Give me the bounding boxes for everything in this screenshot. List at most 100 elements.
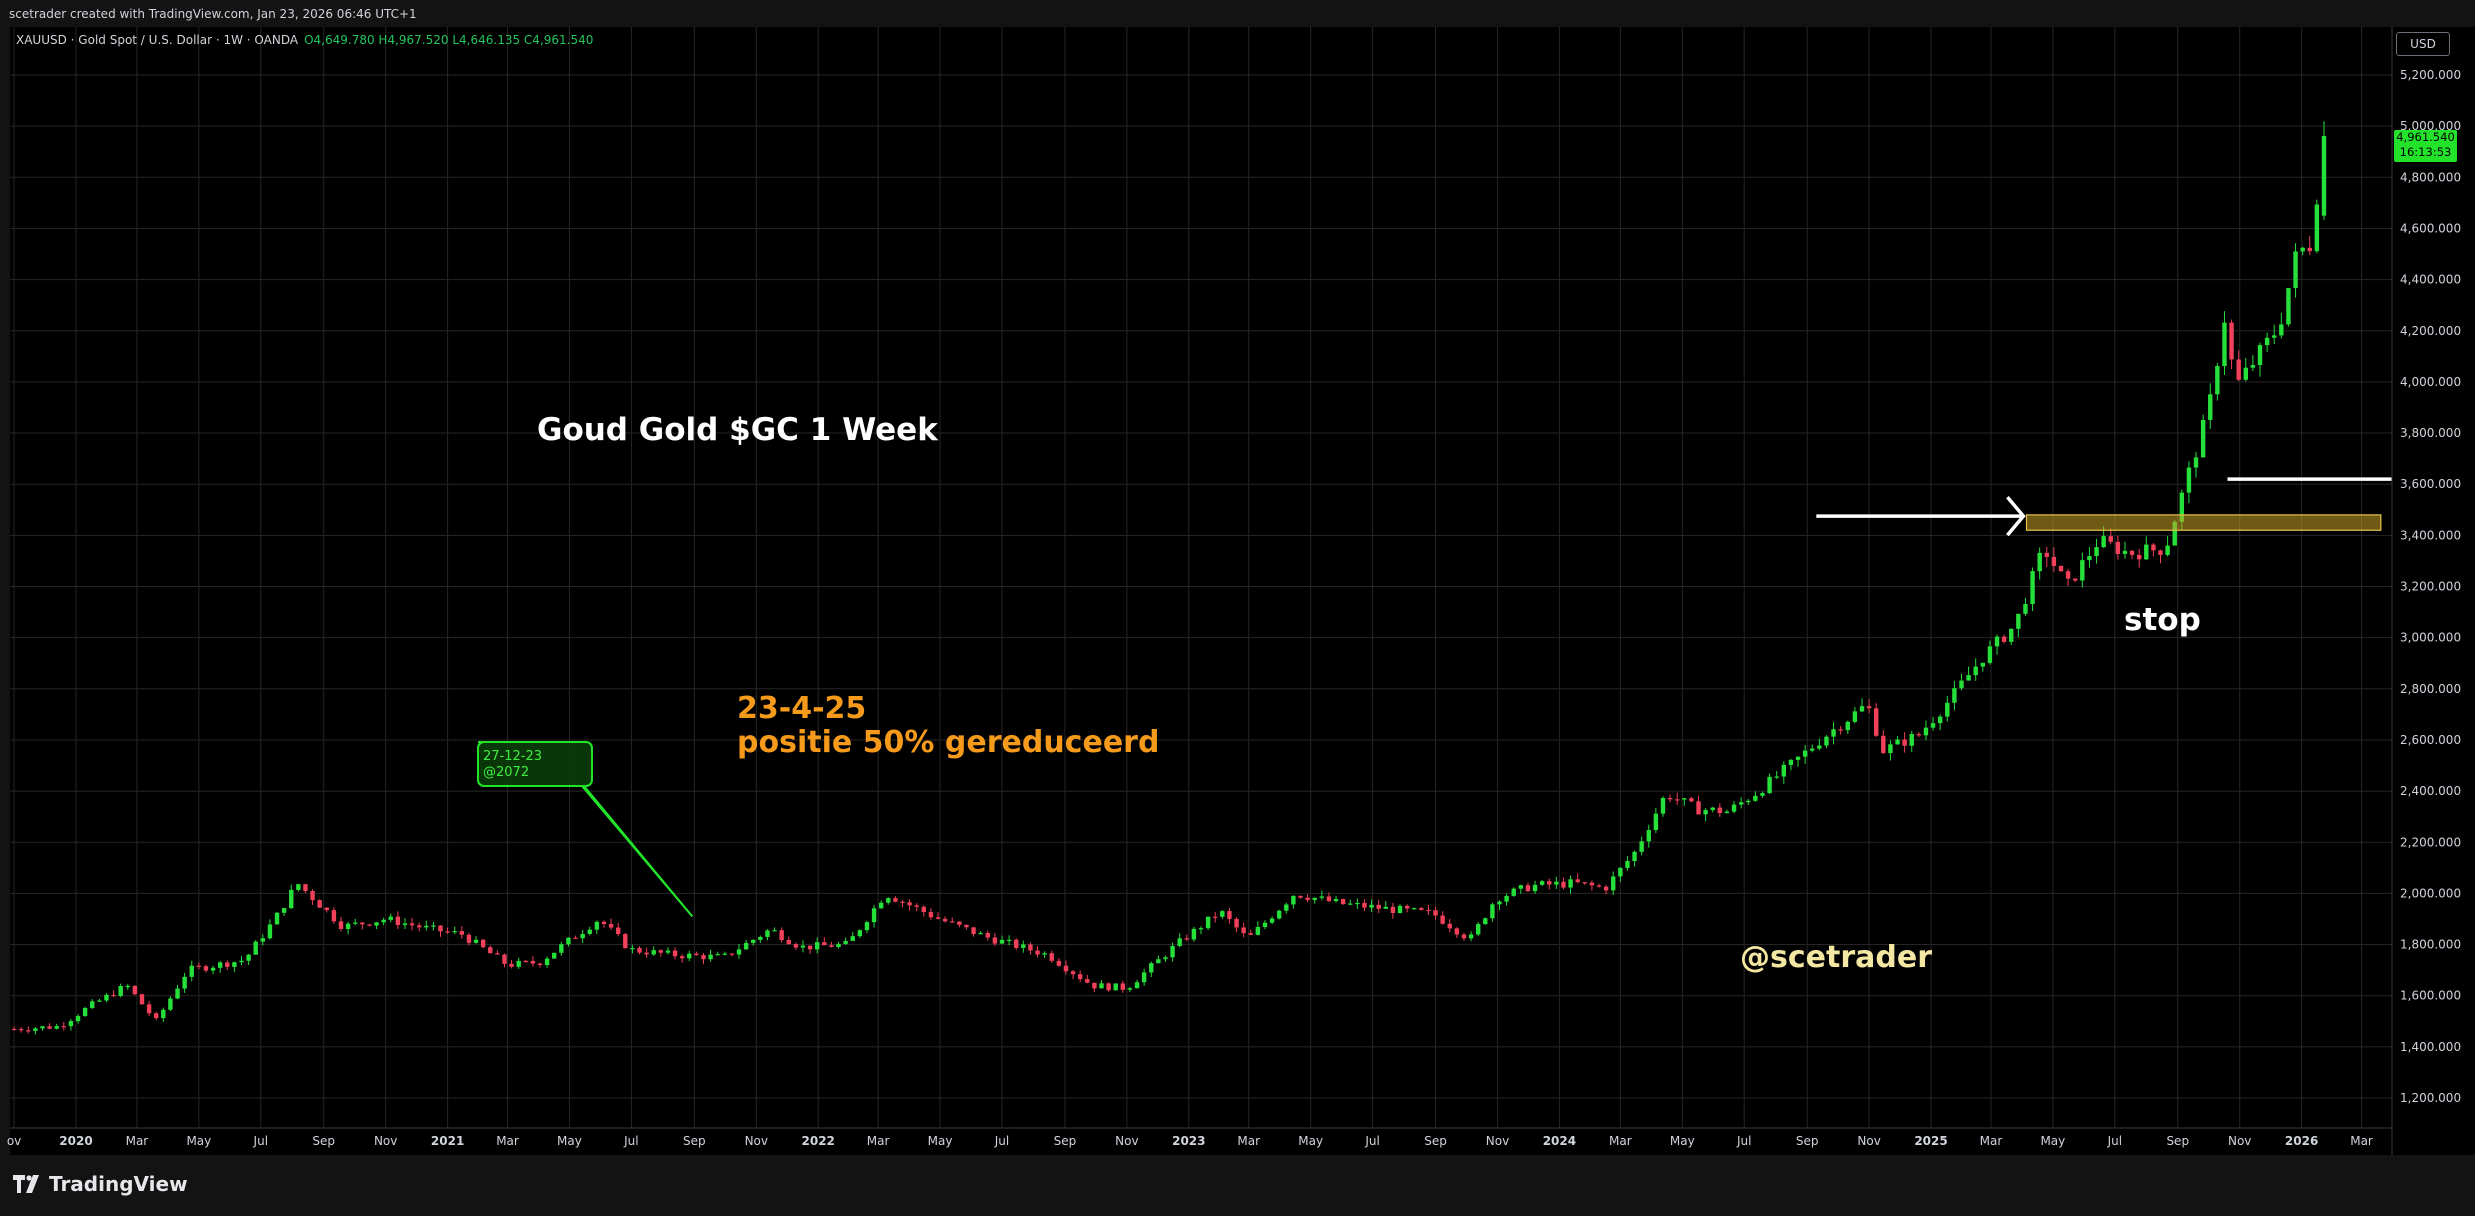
price-tick-label: 1,400.000: [2400, 1040, 2461, 1054]
candle-body: [1753, 795, 1758, 801]
candle-body: [2058, 565, 2064, 572]
candle-body: [296, 884, 301, 890]
symbol-legend[interactable]: XAUUSD · Gold Spot / U.S. Dollar · 1W · …: [16, 33, 593, 47]
candle-body: [1817, 745, 1822, 749]
time-tick-label: Nov: [1486, 1134, 1509, 1148]
candle-body: [1127, 988, 1133, 990]
candle-body: [1561, 881, 1566, 888]
time-tick-label: Nov: [374, 1134, 397, 1148]
candle-body: [1539, 881, 1545, 885]
price-tick-label: 5,000.000: [2400, 119, 2461, 133]
candle-body: [2151, 544, 2156, 551]
tradingview-logo-icon: [13, 1175, 39, 1193]
candle-body: [772, 930, 777, 932]
candle-body: [459, 931, 465, 935]
candle-body: [701, 955, 706, 960]
candle-body: [957, 921, 962, 925]
candle-body: [807, 945, 813, 950]
candle-body: [1845, 721, 1850, 731]
candle-body: [1134, 982, 1140, 989]
handle-note[interactable]: @scetrader: [1740, 940, 1932, 975]
time-tick-label: May: [1670, 1134, 1695, 1148]
candle-body: [1603, 886, 1609, 891]
candle-body: [1149, 963, 1154, 973]
callout-box[interactable]: [477, 741, 694, 918]
time-tick-label: Sep: [1424, 1134, 1447, 1148]
price-tick-label: 3,600.000: [2400, 477, 2461, 491]
candle-body: [1284, 904, 1289, 911]
price-tick-label: 1,800.000: [2400, 938, 2461, 952]
candle-body: [886, 898, 891, 903]
candle-body: [132, 985, 138, 995]
candle-body: [232, 962, 237, 967]
candle-body: [1966, 675, 1971, 681]
time-tick-label: 2025: [1914, 1134, 1947, 1148]
candle-body: [2229, 322, 2234, 360]
candle-body: [1106, 983, 1111, 991]
candle-body: [2293, 251, 2298, 289]
candle-body: [2314, 204, 2320, 252]
tradingview-logo[interactable]: TradingView: [13, 1172, 188, 1196]
candle-body: [729, 953, 735, 955]
candle-body: [161, 1009, 166, 1019]
candle-body: [26, 1030, 31, 1032]
candle-body: [196, 965, 202, 967]
candle-body: [1973, 666, 1978, 676]
candle-body: [1099, 983, 1104, 989]
candle-body: [2051, 556, 2057, 566]
price-tick-label: 1,200.000: [2400, 1091, 2461, 1105]
candle-body: [1262, 922, 1268, 927]
candle-body: [1326, 896, 1332, 902]
candle-body: [1504, 895, 1509, 902]
price-axis-bg: [2392, 27, 2475, 1128]
candle-body: [523, 960, 528, 963]
time-tick-label: 2023: [1172, 1134, 1205, 1148]
candle-body: [2286, 288, 2291, 325]
candle-body: [1568, 879, 1573, 888]
candle-body: [2222, 322, 2227, 367]
time-tick-label: May: [186, 1134, 211, 1148]
chart-title-note[interactable]: Goud Gold $GC 1 Week: [537, 412, 938, 448]
candle-body: [1646, 830, 1651, 842]
time-tick-label: Nov: [1115, 1134, 1138, 1148]
candle-body: [111, 994, 116, 997]
callout-text[interactable]: 27-12-23 @2072: [483, 749, 542, 781]
candle-body: [978, 933, 983, 935]
candle-body: [11, 1028, 17, 1031]
time-tick-label: Mar: [1237, 1134, 1260, 1148]
candle-body: [800, 945, 806, 948]
candle-body: [125, 985, 130, 988]
ohlc-values: O4,649.780 H4,967.520 L4,646.135 C4,961.…: [304, 33, 594, 47]
chart-frame[interactable]: [10, 27, 2475, 1155]
candle-body: [1497, 901, 1502, 905]
candle-body: [1987, 646, 1993, 663]
candle-body: [1369, 904, 1374, 908]
candle-body: [353, 922, 358, 924]
date-note[interactable]: 23-4-25 positie 50% gereduceerd: [737, 692, 1159, 760]
candle-body: [2094, 547, 2099, 557]
top-bar: scetrader created with TradingView.com, …: [0, 0, 2475, 27]
candle-body: [1874, 708, 1879, 736]
candle-body: [1888, 744, 1893, 754]
candle-body: [466, 934, 472, 943]
candle-body: [608, 923, 614, 928]
currency-button[interactable]: USD: [2396, 32, 2450, 56]
candle-body: [1994, 636, 2000, 647]
candle-body: [672, 950, 678, 957]
candle-body: [537, 963, 543, 966]
resistance-zone[interactable]: [2025, 514, 2382, 531]
candle-body: [1298, 895, 1303, 898]
time-tick-label: 2024: [1543, 1134, 1576, 1148]
entry-arrow-head[interactable]: [2006, 496, 2026, 537]
candle-body: [1618, 867, 1623, 877]
candle-body: [1532, 884, 1538, 892]
overlays: [477, 477, 2392, 918]
candle-body: [814, 942, 820, 950]
callout-price: @2072: [483, 765, 530, 780]
candle-body: [722, 953, 728, 955]
candle-body: [1035, 950, 1040, 955]
brand-name: TradingView: [49, 1172, 188, 1196]
candle-body: [1340, 899, 1346, 905]
stop-note[interactable]: stop: [2124, 602, 2201, 638]
